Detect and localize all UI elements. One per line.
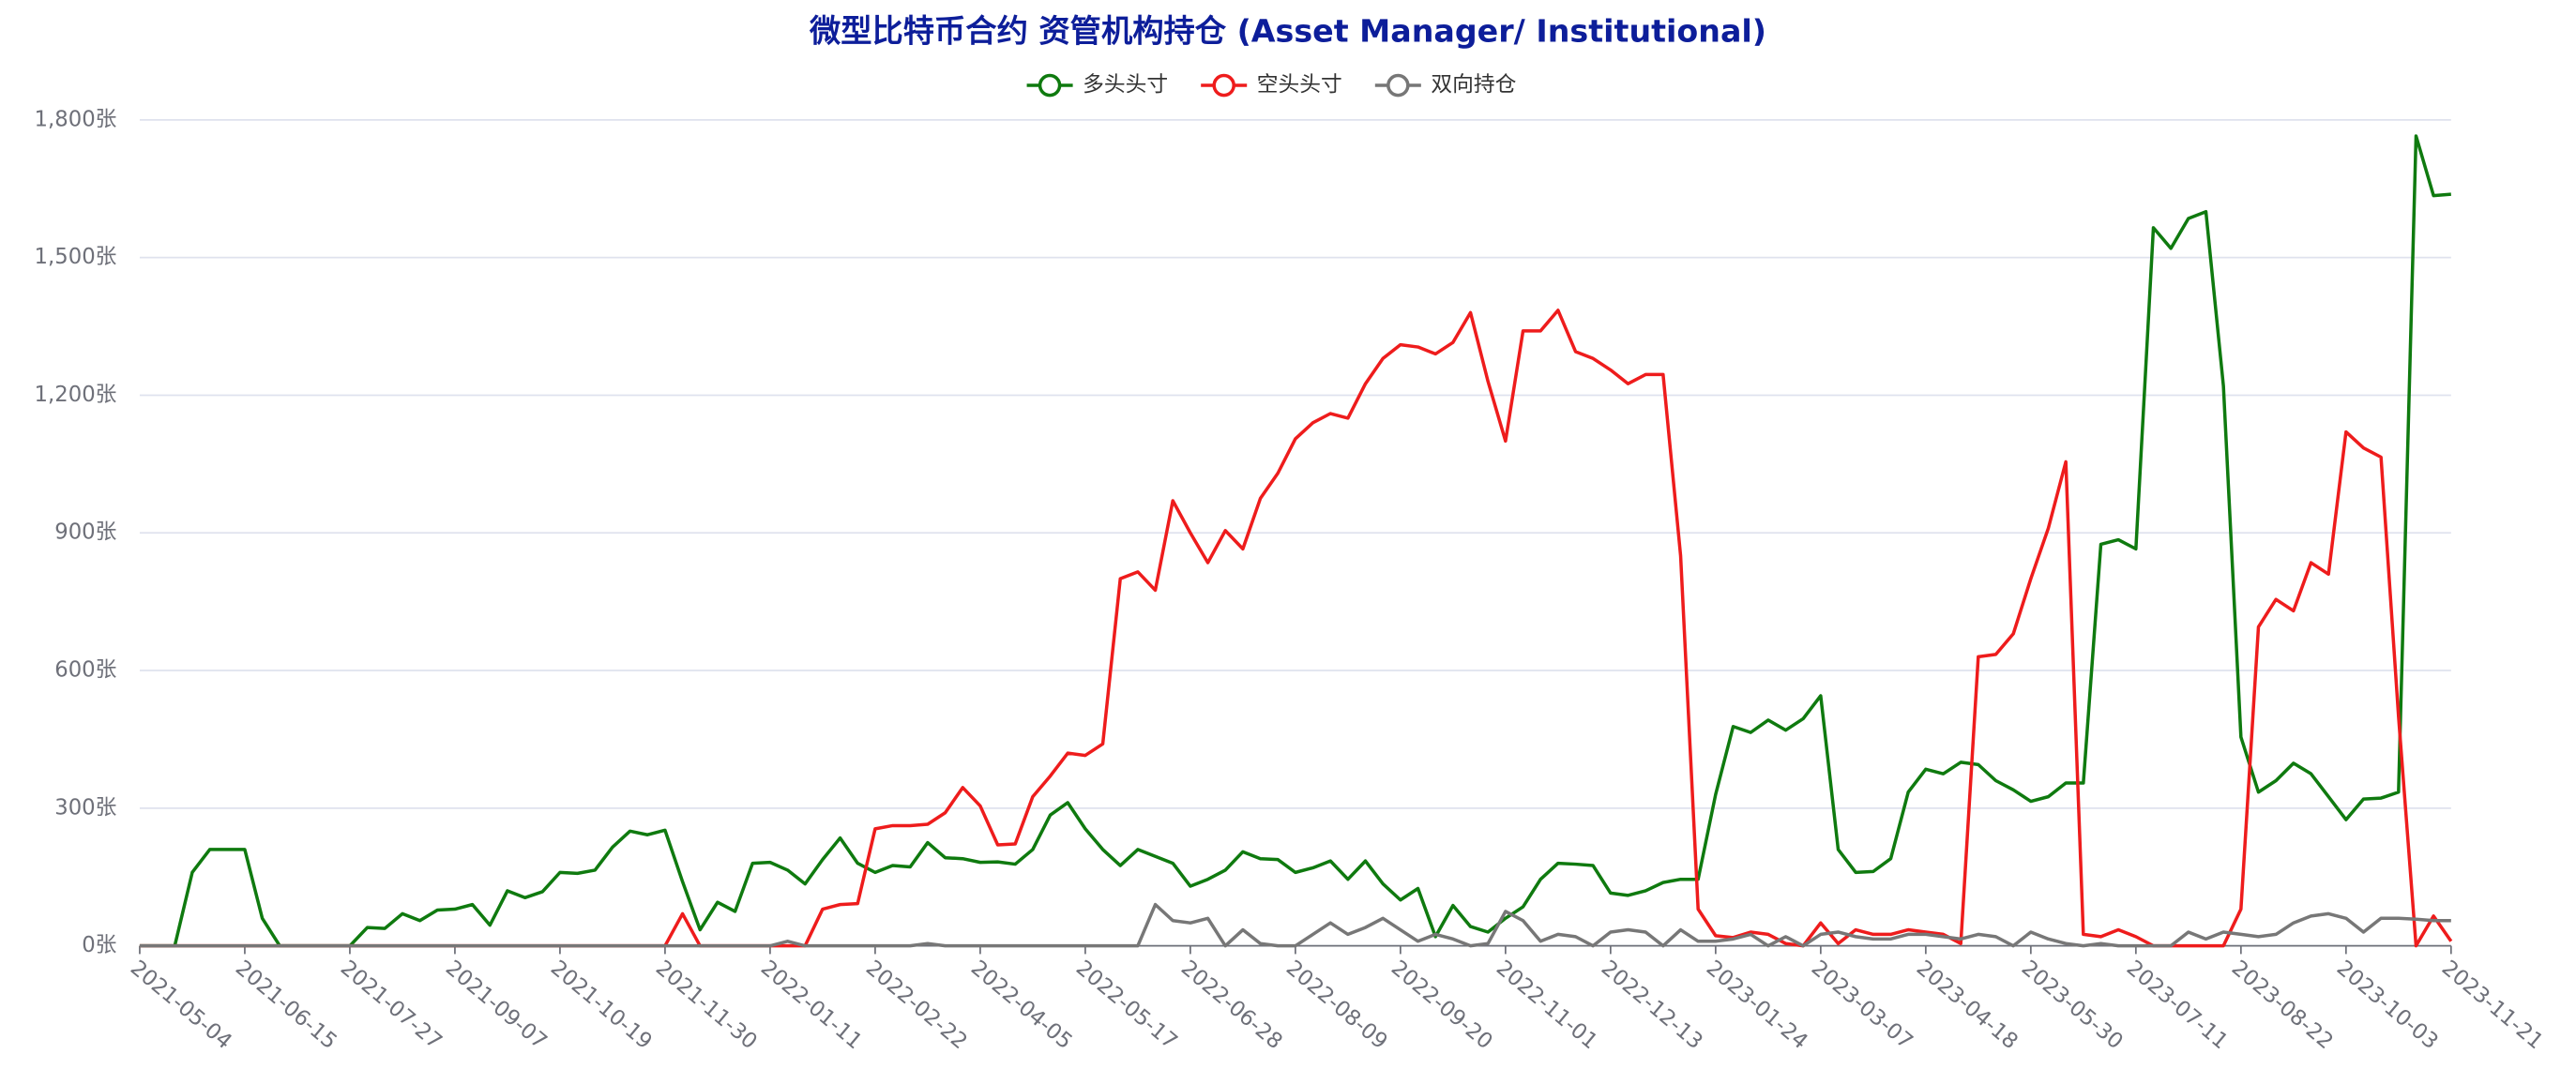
x-tick-label: 2022-02-22 xyxy=(861,956,972,1054)
x-tick-label: 2023-01-24 xyxy=(1702,956,1812,1054)
x-tick-label: 2023-10-03 xyxy=(2332,956,2443,1054)
x-tick-label: 2023-08-22 xyxy=(2227,956,2338,1054)
x-tick-label: 2022-08-09 xyxy=(1281,956,1392,1054)
legend-label: 空头头寸 xyxy=(1257,73,1342,98)
y-tick-label: 1,200张 xyxy=(35,383,117,407)
x-tick-label: 2023-03-07 xyxy=(1807,956,1917,1054)
legend-label: 多头头寸 xyxy=(1083,73,1168,98)
legend-item[interactable]: 双向持仓 xyxy=(1374,73,1517,98)
legend-marker xyxy=(1386,73,1410,98)
legend-marker xyxy=(1038,73,1062,98)
x-tick-label: 2021-09-07 xyxy=(441,956,552,1054)
x-tick-label: 2021-11-30 xyxy=(651,956,762,1054)
series-line xyxy=(139,134,2451,948)
y-tick-label: 900张 xyxy=(54,520,116,545)
legend-marker xyxy=(1212,73,1235,98)
x-tick-label: 2022-05-17 xyxy=(1071,956,1182,1054)
x-tick-label: 2022-04-05 xyxy=(966,956,1077,1054)
x-tick-label: 2022-12-13 xyxy=(1597,956,1707,1054)
x-tick-label: 2022-09-20 xyxy=(1386,956,1497,1054)
series-line xyxy=(139,309,2453,948)
x-tick-label: 2021-05-04 xyxy=(126,956,236,1054)
x-tick-label: 2022-06-28 xyxy=(1176,956,1287,1054)
x-tick-label: 2023-04-18 xyxy=(1912,956,2023,1054)
x-tick-label: 2023-05-30 xyxy=(2017,956,2128,1054)
x-tick-label: 2021-06-15 xyxy=(231,956,341,1054)
legend-item[interactable]: 多头头寸 xyxy=(1026,73,1169,98)
y-tick-label: 1,500张 xyxy=(35,245,117,269)
y-tick-label: 0张 xyxy=(82,933,116,957)
x-tick-label: 2021-07-27 xyxy=(336,956,447,1054)
x-tick-label: 2022-01-11 xyxy=(756,956,867,1054)
legend-item[interactable]: 空头头寸 xyxy=(1201,73,1342,98)
x-tick-label: 2023-11-21 xyxy=(2437,956,2548,1054)
x-tick-label: 2022-11-01 xyxy=(1492,956,1602,1054)
series-line xyxy=(139,902,2451,948)
legend-label: 双向持仓 xyxy=(1431,73,1516,98)
x-tick-label: 2023-07-11 xyxy=(2122,956,2233,1054)
chart-title: 微型比特币合约 资管机构持仓 (Asset Manager/ Instituti… xyxy=(809,13,1766,50)
y-tick-label: 300张 xyxy=(54,795,116,820)
y-tick-label: 1,800张 xyxy=(35,107,117,131)
x-tick-label: 2021-10-19 xyxy=(546,956,657,1054)
y-tick-label: 600张 xyxy=(54,658,116,683)
